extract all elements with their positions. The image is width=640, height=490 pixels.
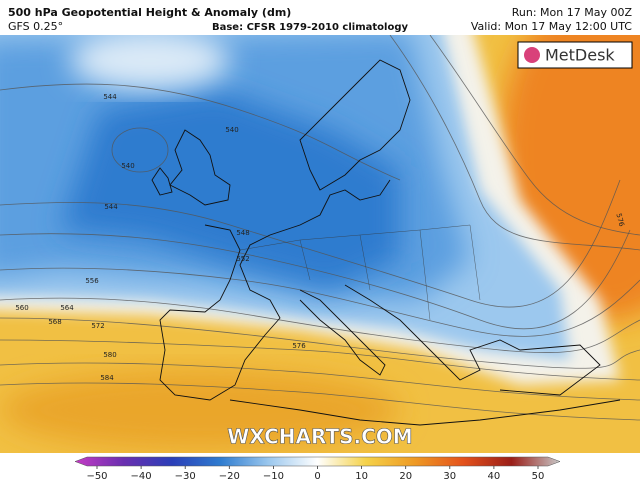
base: Base: CFSR 1979-2010 climatology: [212, 22, 408, 33]
contour-line: [0, 267, 640, 337]
contour-label: 576: [292, 342, 306, 350]
warm-anomaly: [0, 370, 400, 450]
colorbar-tick-label: −30: [175, 471, 196, 482]
colorbar: [74, 456, 561, 467]
contour-label: 572: [91, 322, 104, 330]
coastline: [299, 59, 411, 191]
cold-core: [60, 90, 400, 290]
colorbar-tick-label: −40: [131, 471, 152, 482]
coastline: [299, 289, 386, 376]
colorbar-tick-label: 10: [355, 471, 368, 482]
coastline: [151, 167, 173, 196]
contour-label: 580: [103, 351, 116, 359]
contour-line: [389, 35, 640, 251]
coastline: [159, 179, 391, 401]
valid: Valid: Mon 17 May 12:00 UTC: [471, 20, 632, 33]
coastline: [169, 129, 231, 206]
logo-icon: [524, 47, 540, 63]
contour-label: 544: [103, 93, 117, 101]
contour-label: 548: [236, 229, 249, 237]
map-area: [0, 35, 640, 453]
contour-label: 544: [104, 203, 118, 211]
contour-label: 552: [236, 255, 249, 263]
contour-label: 540: [121, 162, 134, 170]
contour-label: 576: [614, 213, 625, 229]
model: GFS 0.25°: [8, 20, 63, 33]
contour-line: [0, 339, 640, 381]
colorbar-tick-label: 30: [443, 471, 456, 482]
contour-line: [0, 362, 640, 401]
contour-label: 584: [100, 374, 114, 382]
watermark: WXCHARTS.COM: [227, 425, 412, 449]
contour-label: 564: [60, 304, 74, 312]
contour-label: 568: [48, 318, 61, 326]
contour-line: [0, 317, 640, 369]
contour-label: 560: [15, 304, 28, 312]
contour-label: 540: [225, 126, 238, 134]
contour-label: 556: [85, 277, 99, 285]
colorbar-tick-label: −10: [263, 471, 284, 482]
colorbar-tick-label: −50: [86, 471, 107, 482]
contour-line: [0, 229, 631, 330]
colorbar-tick-label: 0: [314, 471, 320, 482]
contour-line: [0, 179, 621, 308]
colorbar-tick-label: 40: [488, 471, 501, 482]
logo-box: [517, 41, 633, 69]
neutral-patch: [70, 35, 230, 90]
contour-line: [429, 35, 640, 236]
coastline: [344, 284, 601, 396]
contour-line: [111, 127, 169, 173]
colorbar-tick-label: 50: [532, 471, 545, 482]
logo: MetDesk: [545, 46, 615, 65]
coastline: [229, 399, 621, 426]
border: [239, 224, 481, 321]
run: Run: Mon 17 May 00Z: [512, 6, 633, 19]
colorbar-tick-label: −20: [219, 471, 240, 482]
title: 500 hPa Geopotential Height & Anomaly (d…: [8, 6, 291, 19]
colorbar-tick-label: 20: [399, 471, 412, 482]
contour-line: [0, 83, 401, 181]
contour-line: [0, 382, 640, 421]
